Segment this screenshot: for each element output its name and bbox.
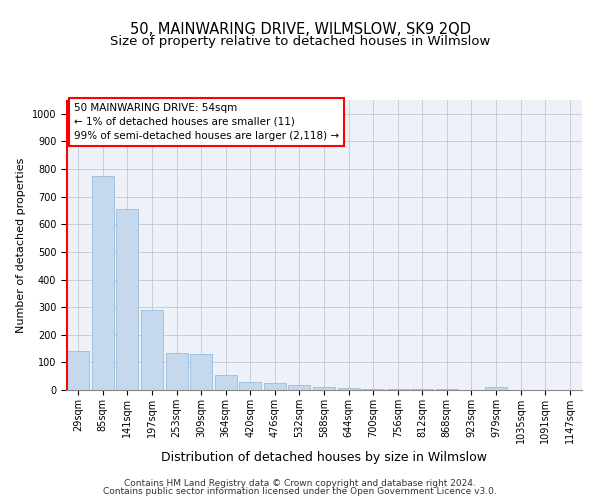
Bar xyxy=(215,375,237,390)
Bar xyxy=(313,386,335,390)
Bar xyxy=(264,383,286,390)
Bar xyxy=(289,385,310,390)
Text: 50 MAINWARING DRIVE: 54sqm
← 1% of detached houses are smaller (11)
99% of semi-: 50 MAINWARING DRIVE: 54sqm ← 1% of detac… xyxy=(74,103,339,141)
Bar xyxy=(190,354,212,390)
Bar xyxy=(362,388,384,390)
Bar xyxy=(166,352,188,390)
Bar xyxy=(239,382,262,390)
Bar xyxy=(141,310,163,390)
Bar xyxy=(386,388,409,390)
Text: 50, MAINWARING DRIVE, WILMSLOW, SK9 2QD: 50, MAINWARING DRIVE, WILMSLOW, SK9 2QD xyxy=(130,22,470,38)
Text: Contains public sector information licensed under the Open Government Licence v3: Contains public sector information licen… xyxy=(103,487,497,496)
Text: Contains HM Land Registry data © Crown copyright and database right 2024.: Contains HM Land Registry data © Crown c… xyxy=(124,478,476,488)
Bar xyxy=(92,176,114,390)
Bar xyxy=(67,352,89,390)
X-axis label: Distribution of detached houses by size in Wilmslow: Distribution of detached houses by size … xyxy=(161,452,487,464)
Bar xyxy=(485,386,507,390)
Bar xyxy=(338,388,359,390)
Text: Size of property relative to detached houses in Wilmslow: Size of property relative to detached ho… xyxy=(110,35,490,48)
Bar xyxy=(116,209,139,390)
Bar xyxy=(411,389,433,390)
Y-axis label: Number of detached properties: Number of detached properties xyxy=(16,158,26,332)
